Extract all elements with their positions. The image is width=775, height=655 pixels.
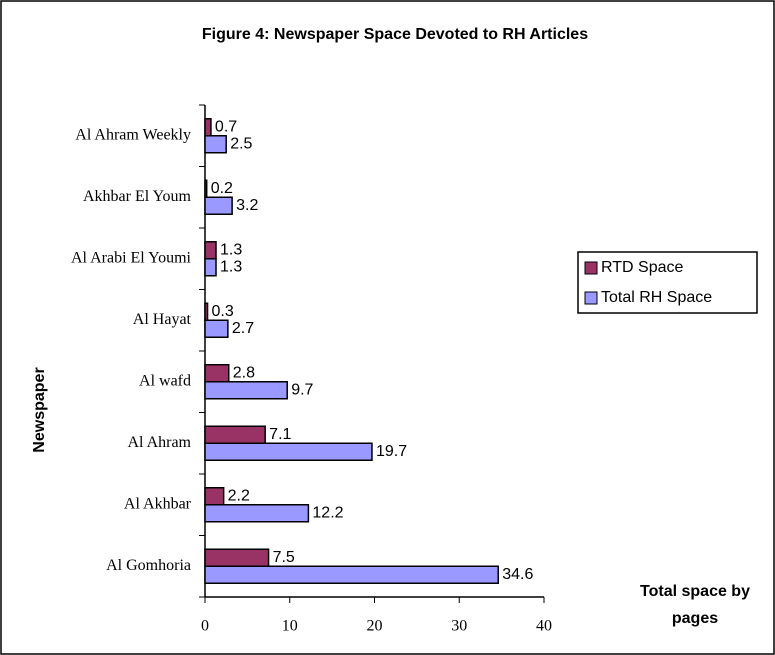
x-axis-title: Total space by pages xyxy=(640,583,750,627)
x-tick-label: 10 xyxy=(282,618,298,635)
value-label: 12.2 xyxy=(312,504,343,521)
legend-label: Total RH Space xyxy=(601,289,712,306)
value-label: 2.8 xyxy=(233,364,255,381)
x-tick-label: 40 xyxy=(536,618,552,635)
value-label: 9.7 xyxy=(291,381,313,398)
bar xyxy=(204,135,227,154)
bar xyxy=(204,442,373,461)
value-label: 2.2 xyxy=(228,487,250,504)
bar xyxy=(204,504,310,523)
bar xyxy=(204,381,288,400)
bar xyxy=(204,319,229,338)
y-tick-label: Al Akhbar xyxy=(124,495,192,512)
value-label: 34.6 xyxy=(502,566,533,583)
y-tick-label: Al Ahram xyxy=(127,434,191,451)
value-label: 1.3 xyxy=(220,241,242,258)
y-tick-label: Al Arabi El Youmi xyxy=(71,249,192,266)
legend-box xyxy=(577,251,758,314)
bar xyxy=(204,118,212,137)
bar xyxy=(204,196,233,215)
y-axis-title: Newspaper xyxy=(31,367,48,452)
y-tick-label: Al wafd xyxy=(139,372,191,389)
legend-swatch xyxy=(584,261,598,275)
bar xyxy=(204,425,266,444)
y-tick-label: Al Hayat xyxy=(133,311,192,328)
bar xyxy=(204,258,217,277)
bar xyxy=(204,302,209,321)
bar xyxy=(204,487,225,506)
value-label: 0.3 xyxy=(212,303,234,320)
bar xyxy=(204,565,499,584)
legend-swatch xyxy=(584,291,598,305)
value-label: 7.1 xyxy=(269,426,291,443)
y-tick-label: Al Gomhoria xyxy=(106,557,191,574)
x-tick-label: 20 xyxy=(367,618,383,635)
value-label: 1.3 xyxy=(220,258,242,275)
value-label: 2.7 xyxy=(232,320,254,337)
bar xyxy=(204,548,270,567)
value-label: 0.2 xyxy=(211,180,233,197)
x-tick-label: 0 xyxy=(201,618,209,635)
value-label: 2.5 xyxy=(230,135,252,152)
bar xyxy=(204,364,230,383)
x-tick-label: 30 xyxy=(451,618,467,635)
value-label: 7.5 xyxy=(273,549,295,566)
legend-label: RTD Space xyxy=(601,259,684,276)
value-label: 19.7 xyxy=(376,443,407,460)
y-tick-label: Akhbar El Youm xyxy=(83,188,192,205)
value-label: 0.7 xyxy=(215,118,237,135)
chart-title: Figure 4: Newspaper Space Devoted to RH … xyxy=(202,26,588,43)
y-tick-label: Al Ahram Weekly xyxy=(75,126,191,143)
bar xyxy=(204,179,208,198)
bar xyxy=(204,241,217,260)
value-label: 3.2 xyxy=(236,197,258,214)
